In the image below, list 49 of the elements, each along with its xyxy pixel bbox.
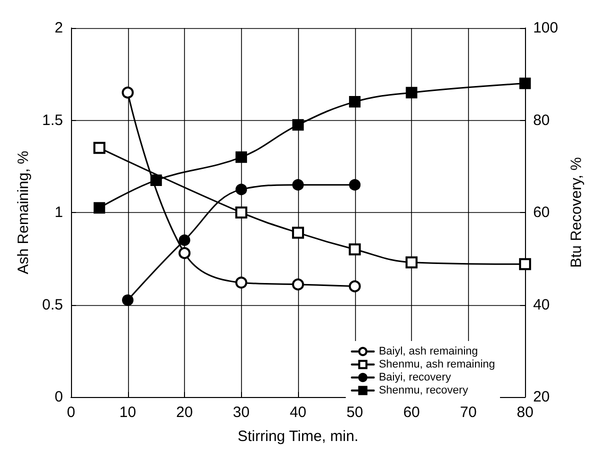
point	[292, 278, 304, 290]
point	[406, 86, 418, 98]
point	[122, 86, 134, 99]
point	[348, 280, 361, 292]
point	[349, 96, 361, 108]
y-tick-label: 1	[54, 204, 63, 221]
legend-label: Baiyl, ash remaining	[378, 346, 478, 358]
point	[178, 234, 190, 246]
point	[292, 179, 304, 191]
x-tick-label: 10	[119, 404, 136, 421]
legend-label: Shenmu, recovery	[378, 384, 469, 396]
x-tick-label: 0	[66, 404, 76, 421]
y2-axis-title: Btu Recovery, %	[568, 157, 585, 268]
y2-tick-label: 40	[533, 296, 550, 314]
point	[406, 256, 418, 268]
point	[235, 276, 248, 289]
point	[94, 202, 106, 214]
x-tick-label: 30	[232, 404, 250, 421]
point	[292, 226, 304, 239]
x-tick-label: 20	[176, 404, 193, 421]
point	[93, 142, 106, 154]
y-axis-title: Ash Remaining, %	[15, 150, 32, 274]
point	[178, 247, 191, 260]
point	[519, 258, 532, 270]
y-tick-label: 0.5	[42, 296, 63, 314]
y2-tick-label: 100	[533, 20, 558, 36]
point	[150, 174, 162, 186]
x-tick-label: 50	[346, 404, 364, 421]
x-tick-label: 60	[403, 404, 420, 421]
x-axis-title: Stirring Time, min.	[238, 428, 358, 445]
point	[292, 119, 304, 131]
y2-tick-label: 80	[533, 112, 550, 129]
point	[236, 184, 248, 196]
y-tick-label: 1.5	[42, 112, 63, 129]
point	[348, 243, 361, 256]
point	[519, 78, 531, 90]
x-tick-label: 40	[290, 404, 306, 421]
y-tick-label: 2	[54, 20, 63, 36]
legend-label: Shenmu, ash remaining	[378, 358, 496, 370]
point	[349, 179, 361, 191]
legend-label: Baiyi, recovery	[378, 372, 452, 384]
x-tick-label: 70	[460, 404, 477, 421]
point	[122, 294, 134, 306]
point	[235, 206, 248, 218]
y-tick-label: 0	[54, 388, 63, 406]
x-tick-label: 80	[516, 404, 534, 421]
point	[236, 151, 248, 163]
y2-tick-label: 60	[533, 204, 550, 221]
y2-tick-label: 20	[533, 388, 550, 406]
